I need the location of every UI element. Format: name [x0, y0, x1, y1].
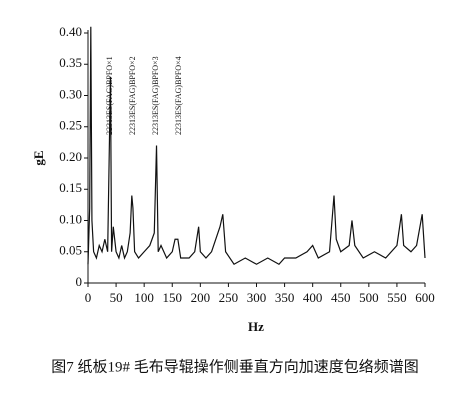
x-tick-label: 200 — [191, 290, 211, 305]
spectrum-line — [87, 26, 426, 266]
y-tick-label: 0.10 — [59, 211, 82, 226]
x-tick-label: 150 — [163, 290, 183, 305]
x-axis-label: Hz — [248, 319, 264, 334]
x-tick-label: 600 — [415, 290, 435, 305]
y-tick-label: 0.35 — [59, 55, 82, 70]
x-tick-label: 100 — [134, 290, 154, 305]
x-tick-label: 450 — [331, 290, 351, 305]
y-tick-label: 0.40 — [59, 24, 82, 39]
y-tick-label: 0.05 — [59, 243, 82, 258]
y-tick-label: 0.15 — [59, 180, 82, 195]
x-tick-label: 400 — [303, 290, 323, 305]
y-tick-label: 0.25 — [59, 118, 82, 133]
annotation: 22313ES(FAG)BPFO×4 — [174, 56, 183, 135]
x-tick-label: 250 — [219, 290, 239, 305]
x-tick-label: 550 — [387, 290, 407, 305]
x-tick-label: 500 — [359, 290, 379, 305]
y-tick-label: 0.30 — [59, 86, 82, 101]
annotation: 22313ES(FAG)BPFO×3 — [151, 56, 160, 135]
x-tick-label: 300 — [247, 290, 267, 305]
annotation: 22313ES(FAG)BPFO×1 — [105, 56, 114, 135]
y-tick-label: 0.20 — [59, 149, 82, 164]
x-tick-label: 350 — [275, 290, 295, 305]
y-tick-label: 0 — [76, 274, 83, 289]
annotation: 22313ES(FAG)BPFO×2 — [128, 56, 137, 135]
x-tick-label: 50 — [110, 290, 123, 305]
x-tick-label: 0 — [85, 290, 92, 305]
y-axis-label: gE — [31, 150, 46, 165]
caption: 图7 纸板19# 毛布导辊操作侧垂直方向加速度包络频谱图 — [51, 357, 419, 375]
